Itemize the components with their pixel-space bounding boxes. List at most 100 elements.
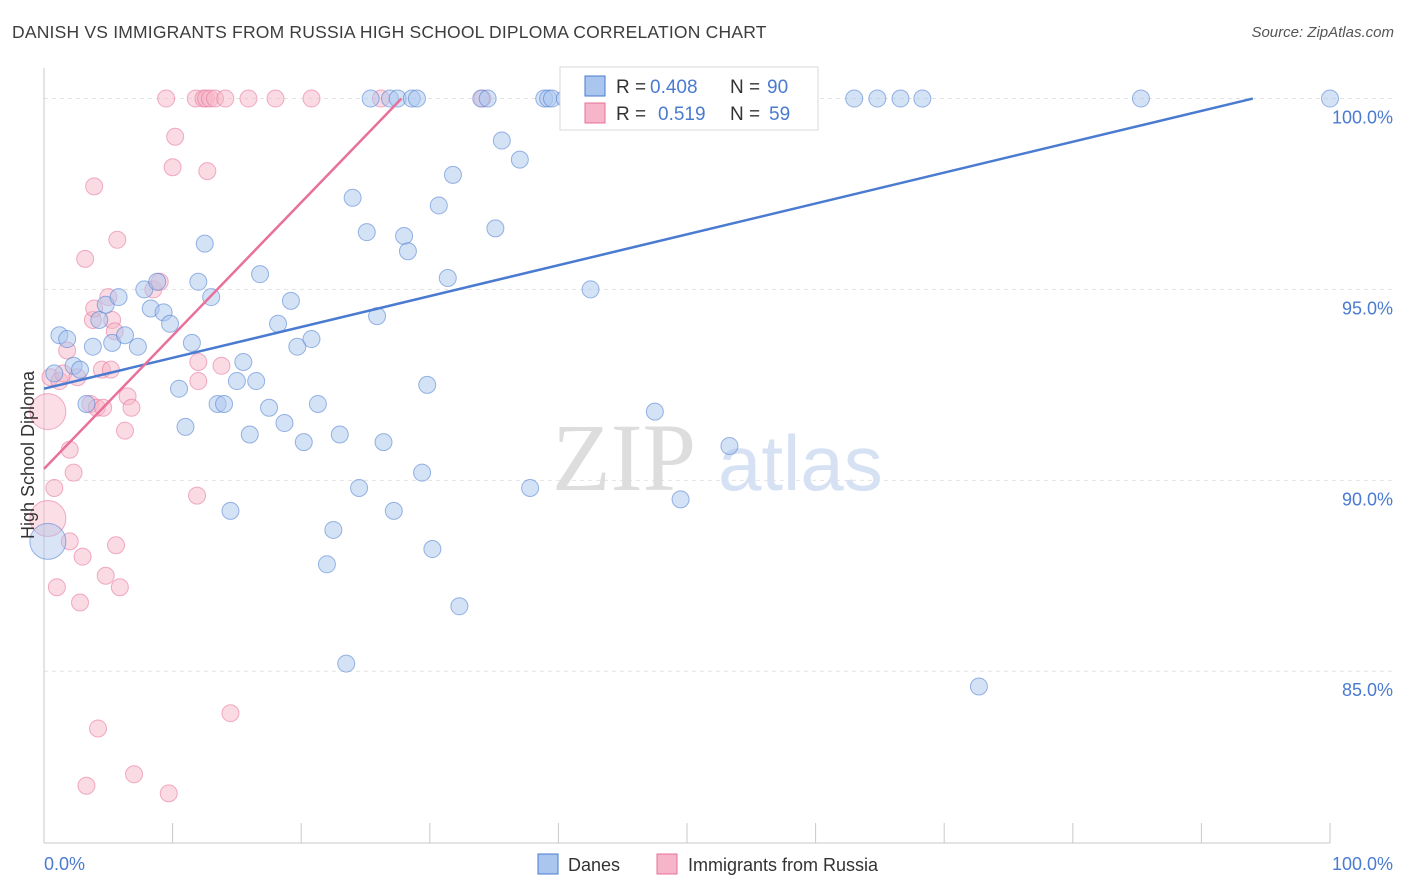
danes-point-84[interactable] (720, 436, 739, 455)
danes-point-68[interactable] (492, 131, 511, 150)
danes-point-11[interactable] (109, 288, 128, 307)
danes-point-20[interactable] (176, 417, 195, 436)
danes-point-46[interactable] (350, 478, 369, 497)
danes-point-33[interactable] (260, 398, 279, 417)
danes-point-23[interactable] (195, 234, 214, 253)
russia-point-30[interactable] (108, 230, 127, 249)
russia-point-39[interactable] (159, 784, 178, 803)
danes-point-70[interactable] (521, 478, 540, 497)
danes-point-26[interactable] (215, 394, 234, 413)
danes-point-35[interactable] (275, 414, 294, 433)
russia-point-51[interactable] (212, 356, 231, 375)
russia-point-13[interactable] (73, 547, 92, 566)
danes-point-21[interactable] (182, 333, 201, 352)
russia-point-45[interactable] (189, 352, 208, 371)
danes-point-60[interactable] (423, 540, 442, 559)
danes-point-91[interactable] (1131, 89, 1150, 108)
danes-point-36[interactable] (281, 291, 300, 310)
danes-point-42[interactable] (324, 520, 343, 539)
danes-point-89[interactable] (913, 89, 932, 108)
danes-point-19[interactable] (170, 379, 189, 398)
danes-point-27[interactable] (221, 501, 240, 520)
russia-point-1[interactable] (29, 393, 67, 431)
danes-point-37[interactable] (288, 337, 307, 356)
danes-point-40[interactable] (308, 394, 327, 413)
russia-point-48[interactable] (198, 162, 217, 181)
danes-point-87[interactable] (868, 89, 887, 108)
danes-point-3[interactable] (58, 330, 77, 349)
danes-point-57[interactable] (407, 89, 426, 108)
russia-point-21[interactable] (89, 719, 108, 738)
danes-point-61[interactable] (429, 196, 448, 215)
danes-point-58[interactable] (413, 463, 432, 482)
russia-point-15[interactable] (77, 776, 96, 795)
legend-swatch-danes[interactable] (537, 853, 559, 875)
danes-point-45[interactable] (343, 188, 362, 207)
danes-point-48[interactable] (361, 89, 380, 108)
danes-point-16[interactable] (148, 272, 167, 291)
danes-point-1[interactable] (45, 364, 64, 383)
russia-point-41[interactable] (166, 127, 185, 146)
danes-point-6[interactable] (77, 394, 96, 413)
danes-point-29[interactable] (234, 352, 253, 371)
russia-point-4[interactable] (47, 578, 66, 597)
danes-point-66[interactable] (478, 89, 497, 108)
danes-point-28[interactable] (227, 372, 246, 391)
russia-point-14[interactable] (76, 249, 95, 268)
danes-point-30[interactable] (240, 425, 259, 444)
russia-point-56[interactable] (302, 89, 321, 108)
danes-point-82[interactable] (671, 490, 690, 509)
danes-point-8[interactable] (90, 310, 109, 329)
russia-point-3[interactable] (45, 478, 64, 497)
danes-point-80[interactable] (645, 402, 664, 421)
danes-point-43[interactable] (330, 425, 349, 444)
danes-point-18[interactable] (161, 314, 180, 333)
danes-point-86[interactable] (845, 89, 864, 108)
danes-point-55[interactable] (398, 242, 417, 261)
russia-point-31[interactable] (110, 578, 129, 597)
danes-point-7[interactable] (83, 337, 102, 356)
russia-point-44[interactable] (189, 372, 208, 391)
danes-point-47[interactable] (357, 223, 376, 242)
danes-point-92[interactable] (1321, 89, 1339, 108)
danes-point-13[interactable] (128, 337, 147, 356)
danes-point-77[interactable] (581, 280, 600, 299)
danes-point-50[interactable] (374, 433, 393, 452)
danes-point-41[interactable] (317, 555, 336, 574)
danes-point-22[interactable] (189, 272, 208, 291)
russia-point-32[interactable] (116, 421, 135, 440)
legend-swatch-russia[interactable] (656, 853, 678, 875)
danes-point-12[interactable] (116, 326, 135, 345)
russia-point-43[interactable] (188, 486, 207, 505)
legend-label-russia[interactable]: Immigrants from Russia (688, 855, 879, 875)
danes-point-44[interactable] (337, 654, 356, 673)
danes-point-67[interactable] (486, 219, 505, 238)
danes-point-5[interactable] (71, 360, 90, 379)
danes-point-32[interactable] (251, 265, 270, 284)
danes-point-69[interactable] (510, 150, 529, 169)
danes-point-52[interactable] (384, 501, 403, 520)
russia-point-24[interactable] (96, 566, 115, 585)
legend-label-danes[interactable]: Danes (568, 855, 620, 875)
russia-point-19[interactable] (85, 177, 104, 196)
danes-point-59[interactable] (418, 375, 437, 394)
russia-point-54[interactable] (239, 89, 258, 108)
danes-point-63[interactable] (443, 165, 462, 184)
russia-point-10[interactable] (64, 463, 83, 482)
danes-point-31[interactable] (247, 372, 266, 391)
russia-point-34[interactable] (122, 398, 141, 417)
russia-point-38[interactable] (157, 89, 176, 108)
danes-point-39[interactable] (302, 330, 321, 349)
russia-point-52[interactable] (216, 89, 235, 108)
danes-point-88[interactable] (891, 89, 910, 108)
russia-point-26[interactable] (101, 360, 120, 379)
danes-point-0[interactable] (29, 522, 67, 560)
russia-point-40[interactable] (163, 158, 182, 177)
danes-point-38[interactable] (294, 433, 313, 452)
danes-point-62[interactable] (438, 268, 457, 287)
danes-point-54[interactable] (395, 226, 414, 245)
russia-point-55[interactable] (266, 89, 285, 108)
russia-point-29[interactable] (107, 536, 126, 555)
russia-point-53[interactable] (221, 704, 240, 723)
danes-point-34[interactable] (269, 314, 288, 333)
